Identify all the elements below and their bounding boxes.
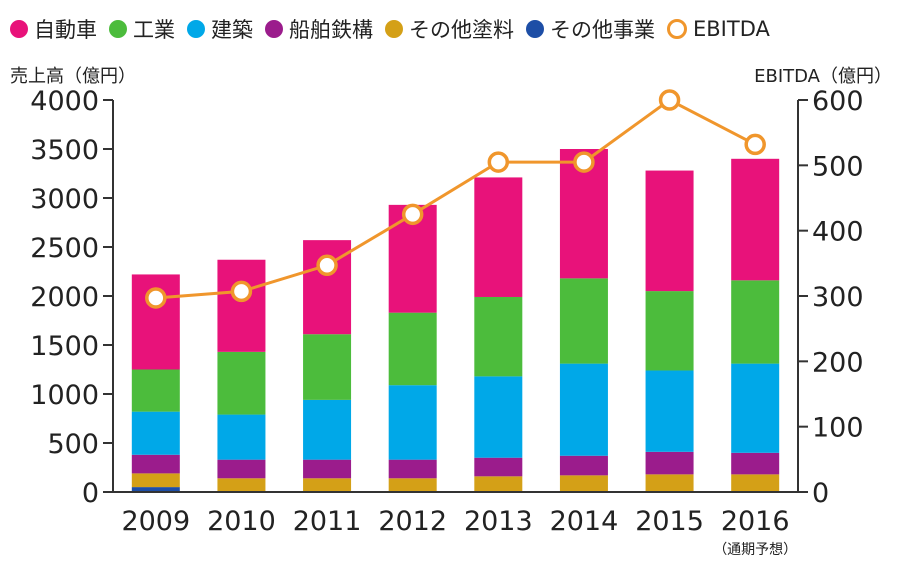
bar-segment [131,369,180,412]
bar-segment [217,459,266,479]
legend-swatch [109,20,127,38]
bar-segment [474,476,523,492]
legend-item: 工業 [109,14,175,44]
bar-segment [559,363,608,456]
bar-segment [474,296,523,377]
left-axis-title: 売上高（億円） [10,66,136,87]
bar-segment [645,474,694,492]
bar-segment [731,158,780,281]
bar-segment [645,291,694,371]
left-tick-label: 0 [82,478,99,509]
legend-item: EBITDA [667,17,770,41]
legend-label: 船舶鉄構 [289,18,373,42]
legend-swatch [667,19,687,39]
x-tick-label: 2013 [464,506,533,537]
ebitda-point [573,151,595,173]
bar-segment [559,475,608,492]
legend-label: その他塗料 [409,18,514,42]
bar-segment [131,454,180,474]
bar-segment [131,487,180,492]
right-axis-title: EBITDA（億円） [754,66,892,87]
bar-segment [645,370,694,452]
bar-segment [474,457,523,477]
bar-segment [388,385,437,460]
ebitda-point [401,203,424,226]
ebitda-line [155,98,756,300]
legend-label: その他事業 [550,18,655,42]
legend-item: 建築 [187,14,253,44]
left-tick-label: 2500 [30,233,99,264]
left-tick-label: 3000 [30,184,99,215]
bar-segment [388,312,437,386]
legend-label: EBITDA [693,17,770,41]
right-tick-label: 100 [812,413,864,444]
legend-item: その他事業 [526,14,655,44]
bar-segment [474,376,523,458]
left-tick-label: 1500 [30,331,99,362]
legend-label: 自動車 [34,18,97,42]
bar-segment [217,351,266,415]
bar-segment [731,363,780,453]
bar-segment [474,177,523,297]
bar-segment [388,478,437,492]
bar-segment [731,474,780,492]
bar-segment [559,455,608,476]
bar-segment [645,451,694,475]
bar-segment [303,399,352,460]
legend-swatch [10,20,28,38]
ebitda-point [316,254,338,277]
legend-swatch [187,20,205,38]
legend-item: 船舶鉄構 [265,14,373,44]
legend-swatch [265,20,283,38]
left-tick-label: 2000 [30,282,99,313]
legend-label: 工業 [133,18,175,42]
legend-swatch [526,20,544,38]
x-tick-label: 2016 [721,506,790,537]
x-tick-label: 2015 [635,506,704,537]
bar-segment [388,459,437,479]
legend-swatch [385,20,403,38]
right-tick-label: 600 [812,86,864,117]
left-tick-label: 500 [47,429,99,460]
bar-segment [731,452,780,475]
legend-item: 自動車 [10,14,97,44]
legend-label: 建築 [211,18,253,42]
x-tick-label: 2012 [378,506,447,537]
x-tick-note: （通期予想） [713,542,797,558]
ebitda-point [487,151,510,173]
ebitda-point [145,287,167,309]
right-tick-label: 400 [812,217,864,248]
right-tick-label: 200 [812,347,864,378]
bar-segment [303,459,352,479]
bar-segment [559,278,608,364]
bar-segment [303,334,352,400]
right-tick-label: 500 [812,151,864,182]
right-tick-label: 0 [812,478,829,509]
left-tick-label: 3500 [30,135,99,166]
bar-segment [131,411,180,455]
x-tick-label: 2010 [207,506,276,537]
right-tick-label: 300 [812,282,864,313]
legend-item: その他塗料 [385,14,514,44]
left-tick-label: 1000 [30,380,99,411]
bar-segment [131,473,180,488]
x-tick-label: 2009 [121,506,190,537]
ebitda-point [744,133,766,156]
x-tick-label: 2014 [550,506,619,537]
bar-segment [217,478,266,492]
x-tick-label: 2011 [293,506,362,537]
bar-segment [217,414,266,460]
ebitda-point [230,280,253,303]
chart-legend: 自動車 工業 建築 船舶鉄構 その他塗料 その他事業 EBITDA [10,14,782,44]
bar-segment [731,280,780,364]
bar-segment [303,478,352,492]
left-tick-label: 4000 [30,86,99,117]
bar-segment [645,170,694,292]
ebitda-point [658,89,681,111]
bar-segment [217,259,266,352]
